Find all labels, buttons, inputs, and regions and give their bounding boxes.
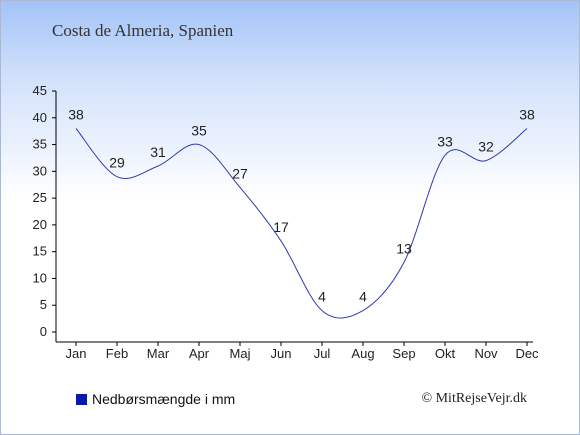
x-tick-label: Nov <box>474 346 498 361</box>
y-tick-label: 10 <box>33 270 47 285</box>
data-label: 38 <box>519 106 535 122</box>
data-labels: 38 29 31 35 27 17 4 4 13 33 32 38 <box>68 106 535 304</box>
precipitation-line <box>75 128 528 319</box>
y-tick-label: 0 <box>40 324 47 339</box>
x-tick-label: Jul <box>314 346 331 361</box>
x-tick-label: Mar <box>147 346 170 361</box>
legend: Nedbørsmængde i mm <box>76 391 235 407</box>
data-label: 32 <box>478 139 494 155</box>
data-label: 29 <box>109 155 125 171</box>
data-label: 31 <box>150 144 166 160</box>
legend-swatch <box>76 393 87 405</box>
data-label: 17 <box>273 219 289 235</box>
y-tick-label: 5 <box>40 297 47 312</box>
y-tick-label: 15 <box>33 244 47 259</box>
y-tick-label: 35 <box>33 137 47 152</box>
x-tick-label: Jan <box>66 346 87 361</box>
x-tick-label: Aug <box>351 346 374 361</box>
tick-labels: 0 5 10 15 20 25 30 35 40 45 Jan Feb Mar Apr Maj Jun Jul A… <box>33 83 540 361</box>
y-tick-label: 45 <box>33 83 47 98</box>
x-tick-label: Jun <box>271 346 292 361</box>
x-tick-label: Okt <box>435 346 456 361</box>
data-label: 38 <box>68 106 84 122</box>
y-tick-label: 25 <box>33 190 47 205</box>
x-tick-label: Apr <box>189 346 210 361</box>
data-label: 4 <box>359 289 367 305</box>
data-label: 13 <box>396 240 412 256</box>
x-tick-label: Dec <box>515 346 539 361</box>
x-tick-label: Feb <box>106 346 128 361</box>
credit-text: © MitRejseVejr.dk <box>421 391 527 406</box>
data-label: 35 <box>191 123 207 139</box>
y-tick-label: 20 <box>33 217 47 232</box>
data-label: 27 <box>232 165 248 181</box>
data-label: 4 <box>318 289 326 305</box>
data-label: 33 <box>437 133 453 149</box>
y-tick-label: 30 <box>33 163 47 178</box>
y-tick-label: 40 <box>33 110 47 125</box>
chart-title: Costa de Almeria, Spanien <box>52 21 234 40</box>
axes <box>52 90 533 346</box>
x-tick-label: Sep <box>392 346 415 361</box>
x-tick-label: Maj <box>230 346 251 361</box>
legend-label: Nedbørsmængde i mm <box>92 391 236 407</box>
